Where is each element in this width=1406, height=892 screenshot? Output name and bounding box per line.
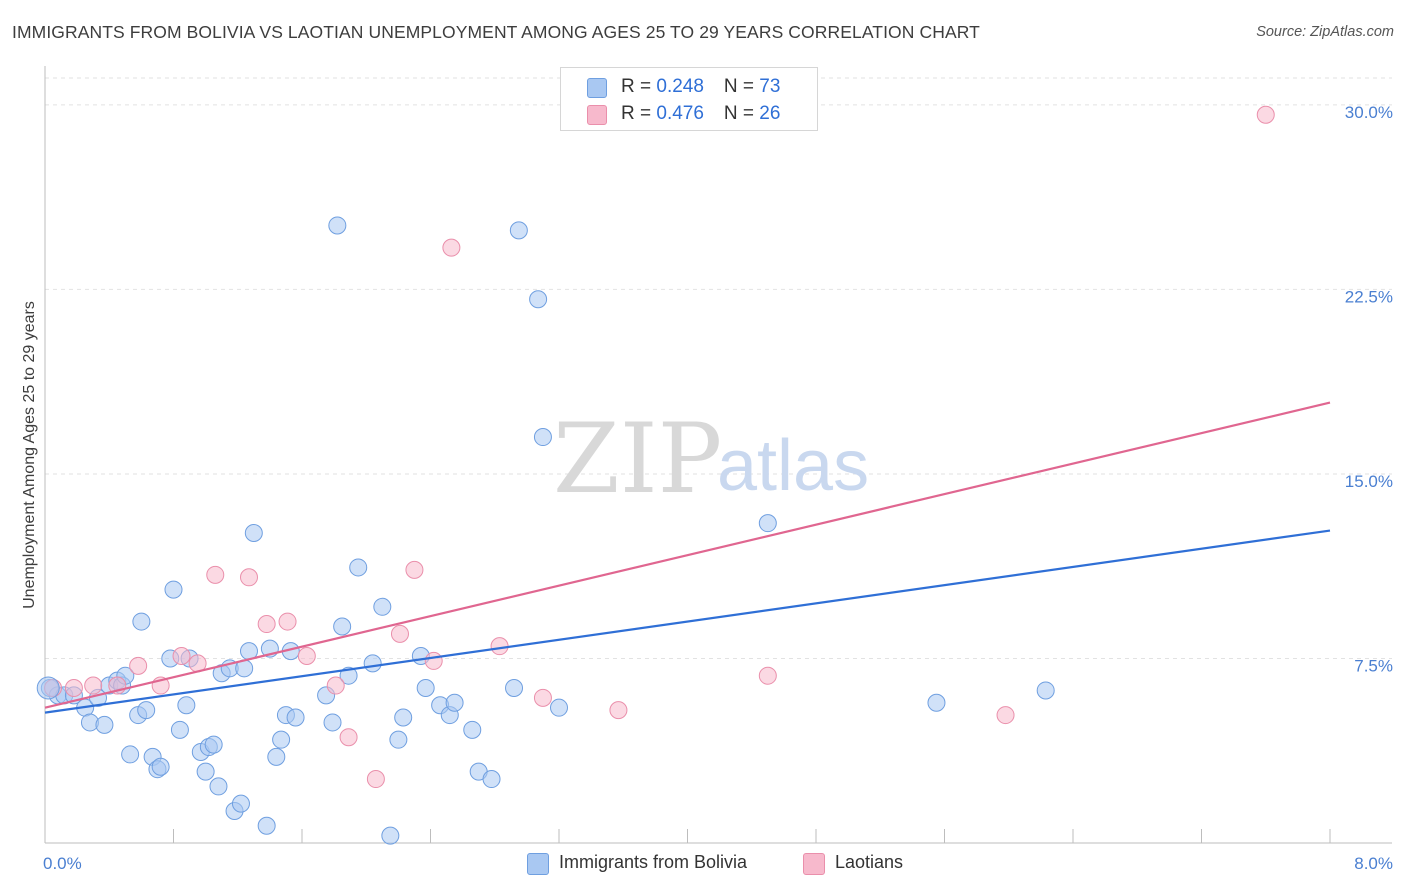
data-point-laotians [339,728,358,747]
data-point-laotians [129,656,148,675]
data-point-laotians [405,560,424,579]
data-point-bolivia [231,794,250,813]
data-point-laotians [390,624,409,643]
data-point-laotians [442,238,461,257]
data-point-laotians [297,647,316,666]
chart-title: IMMIGRANTS FROM BOLIVIA VS LAOTIAN UNEMP… [12,22,980,42]
data-point-laotians [84,676,103,695]
data-point-laotians [996,706,1015,725]
data-point-bolivia [286,708,305,727]
data-point-bolivia [445,693,464,712]
data-point-bolivia [267,747,286,766]
data-point-bolivia [36,676,60,700]
data-point-bolivia [1036,681,1055,700]
data-point-bolivia [121,745,140,764]
data-point-bolivia [204,735,223,754]
legend-n-label: N = [723,76,760,97]
data-point-laotians [172,647,191,666]
data-point-bolivia [550,698,568,717]
data-point-bolivia [363,654,382,673]
legend-swatch-laotians [587,105,607,125]
data-point-bolivia [509,221,528,240]
data-point-laotians [533,688,552,707]
data-point-bolivia [349,558,368,577]
x-tick-label: 8.0% [1354,854,1393,873]
watermark-zip: ZIP [553,403,722,515]
bottom-legend-label-laotians: Laotians [835,852,904,872]
trend-line-laotians [44,401,1331,709]
data-point-bolivia [137,701,156,720]
data-point-laotians [366,770,385,789]
data-point-bolivia [170,720,189,739]
data-point-laotians [326,676,345,695]
data-point-bolivia [95,715,114,734]
data-point-laotians [206,565,225,584]
watermark-atlas: atlas [717,426,869,506]
bottom-legend-swatch-bolivia [527,853,549,875]
data-point-bolivia [416,679,435,697]
data-point-bolivia [328,216,347,235]
tick-labels: 7.5% 15.0% 22.5% 30.0% 0.0% 8.0% [43,103,1393,873]
data-point-bolivia [373,597,392,616]
correlation-legend: R = 0.248 N = 73 R = 0.476 N = 26 [560,67,818,131]
legend-n-value: 73 [759,76,781,97]
legend-n-label: N = [723,103,760,124]
data-point-bolivia [482,770,501,789]
data-point-bolivia [257,816,276,835]
data-point-laotians [1256,105,1275,124]
data-point-laotians [239,568,258,587]
data-point-laotians [758,666,777,685]
y-tick-label: 22.5% [1345,287,1393,306]
y-tick-label: 7.5% [1354,656,1393,675]
data-point-laotians [424,651,443,670]
data-point-bolivia [209,777,228,796]
data-point-bolivia [196,762,215,781]
data-point-bolivia [272,730,291,749]
trend-line-bolivia [44,529,1331,714]
x-tick-label: 0.0% [43,854,82,873]
data-point-laotians [278,612,297,631]
data-point-bolivia [389,730,408,749]
data-point-laotians [490,637,509,656]
data-point-bolivia [339,666,358,685]
data-point-bolivia [529,290,548,309]
data-point-bolivia [177,696,196,715]
data-point-bolivia [758,514,777,533]
data-point-bolivia [463,720,482,739]
data-point-bolivia [323,713,342,732]
data-points [36,105,1275,845]
legend-n-value: 26 [759,103,781,124]
legend-r-label: R = [621,76,657,97]
data-point-bolivia [151,757,170,776]
legend-r-label: R = [621,103,657,124]
data-point-bolivia [394,708,413,727]
data-point-bolivia [164,580,183,599]
source-credit: Source: ZipAtlas.com [1256,24,1394,40]
legend-r-value: 0.476 [656,103,704,124]
data-point-bolivia [381,826,400,845]
data-point-bolivia [927,693,946,712]
data-point-bolivia [533,428,552,447]
legend-r-value: 0.248 [656,76,704,97]
data-point-bolivia [132,612,151,631]
data-point-bolivia [333,617,352,636]
legend-swatch-bolivia [587,78,607,98]
bottom-legend-swatch-laotians [803,853,825,875]
y-tick-label: 15.0% [1345,472,1393,491]
data-point-laotians [609,701,628,720]
data-point-laotians [257,615,276,634]
y-tick-label: 30.0% [1345,103,1393,122]
trend-lines [44,401,1331,714]
data-point-bolivia [244,524,263,542]
data-point-laotians [64,679,83,697]
axes [44,66,1392,844]
data-point-bolivia [505,679,524,697]
bottom-legend-label-bolivia: Immigrants from Bolivia [559,852,748,872]
